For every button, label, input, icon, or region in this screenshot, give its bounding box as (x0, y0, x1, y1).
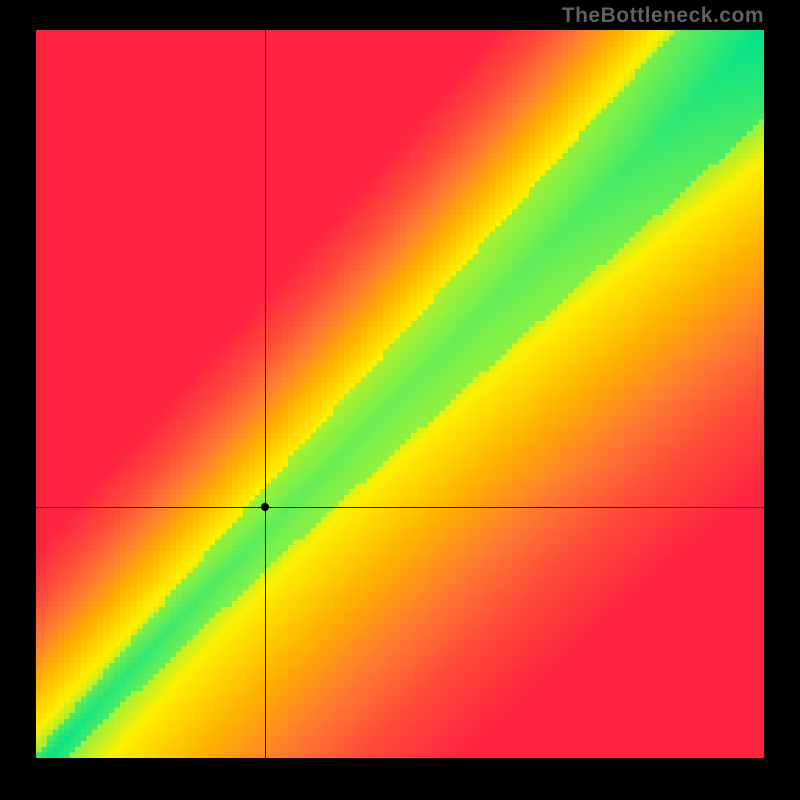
crosshair-horizontal (36, 507, 764, 508)
heatmap-canvas (36, 30, 764, 758)
watermark-text: TheBottleneck.com (562, 4, 764, 28)
chart-container: TheBottleneck.com (0, 0, 800, 800)
crosshair-marker (261, 503, 269, 511)
crosshair-vertical (265, 30, 266, 758)
plot-area (36, 30, 764, 758)
